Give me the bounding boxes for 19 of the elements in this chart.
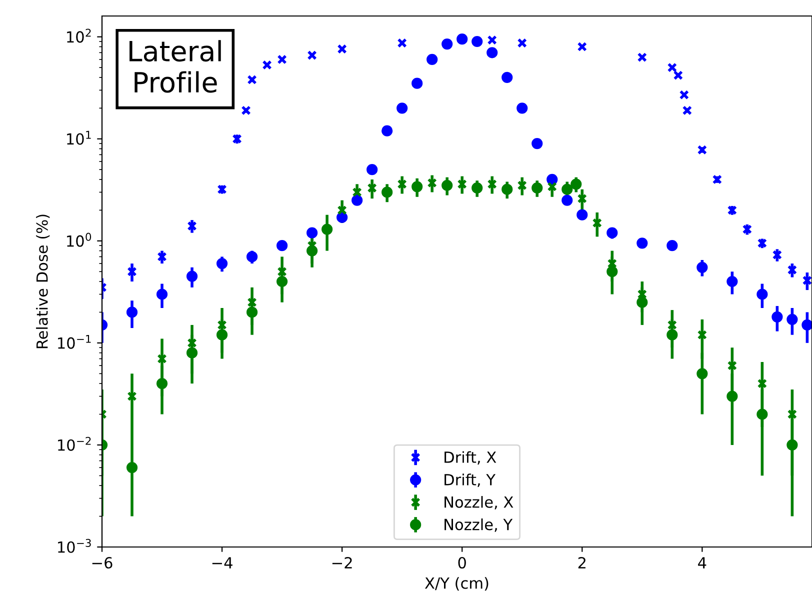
x-tick-label: 4	[698, 557, 706, 568]
y-tick-label: 10$^{2}$	[67, 28, 91, 43]
y-tick-label: 10$^{−3}$	[58, 538, 91, 553]
y-axis-title: Relative Dose (%)	[36, 214, 50, 348]
y-tick-label: 10$^{0}$	[67, 232, 92, 247]
annotation: Lateral Profile	[130, 40, 221, 93]
x-tick-label: −2	[332, 556, 352, 568]
legend-label: Drift, X	[444, 451, 496, 465]
legend-label: Drift, Y	[444, 474, 496, 487]
x-tick-label: −4	[212, 557, 232, 568]
y-tick-label: 10$^{−2}$	[58, 436, 91, 451]
y-tick-label: 10$^{−1}$	[58, 334, 91, 349]
x-axis-title: X/Y (cm)	[424, 577, 488, 591]
y-tick-label: 10$^{1}$	[67, 130, 91, 145]
legend-label: Nozzle, Y	[444, 518, 513, 532]
legend-label: Nozzle, X	[444, 496, 514, 510]
x-tick-label: 0	[458, 556, 466, 569]
x-tick-label: −6	[92, 556, 112, 569]
x-tick-label: 2	[578, 556, 586, 568]
